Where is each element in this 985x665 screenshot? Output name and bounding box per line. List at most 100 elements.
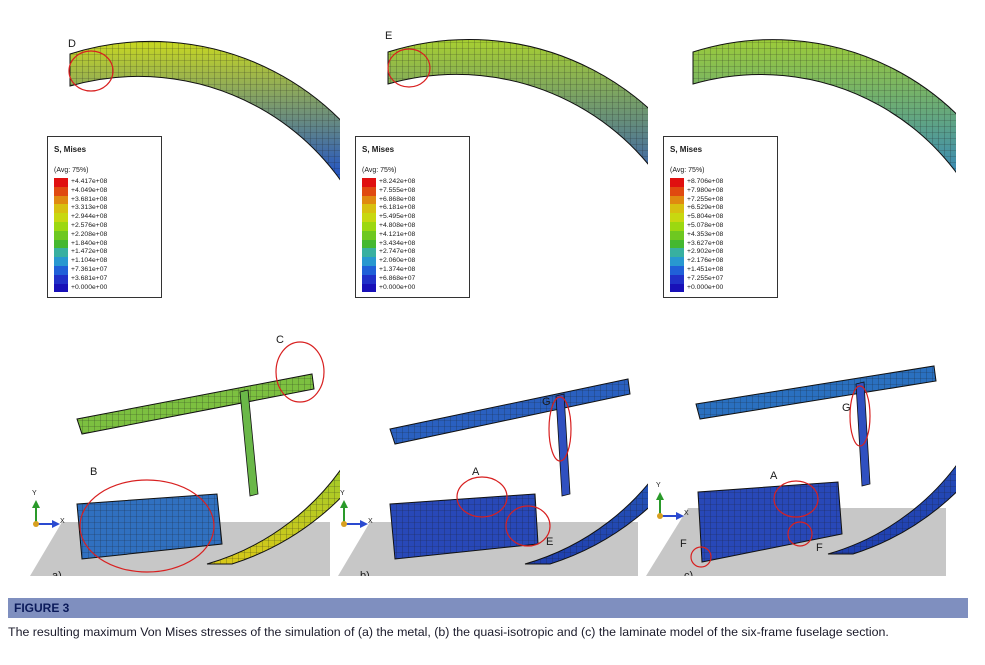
legend-value: +1.104e+08: [71, 257, 108, 265]
legend-value: +1.451e+08: [687, 265, 724, 273]
legend-value: +7.980e+08: [687, 186, 724, 194]
legend-title: S, Mises: [362, 145, 395, 154]
legend-value: +1.374e+08: [379, 265, 416, 273]
legend-swatch: [362, 265, 376, 275]
legend-value: +8.242e+08: [379, 178, 416, 185]
legend-value: +4.049e+08: [71, 186, 108, 194]
legend-swatch: [54, 265, 68, 275]
legend-value: +3.627e+08: [687, 239, 724, 247]
panel-b: E G A E Y X b) S, Mises (Avg: 75%) +8.24…: [330, 24, 648, 576]
legend-value: +7.255e+08: [687, 195, 724, 203]
legend-swatch: [362, 257, 376, 266]
legend-swatch: [670, 178, 684, 187]
legend-swatch: [670, 195, 684, 205]
legend-title: S, Mises: [54, 145, 87, 154]
legend-scale: +8.706e+08 +7.980e+08 +7.255e+08 +6.529e…: [670, 178, 724, 293]
marker-d: D: [68, 38, 76, 50]
sublabel-a: a): [52, 570, 62, 576]
legend-swatch: [54, 248, 68, 258]
marker-g: G: [542, 396, 551, 408]
legend-value: +3.434e+08: [379, 239, 416, 247]
legend-swatch: [670, 230, 684, 240]
legend-value: +2.747e+08: [379, 248, 416, 256]
legend-swatch: [670, 265, 684, 275]
fuselage-quasi-isotropic-model: [338, 38, 648, 576]
marker-e-bottom: E: [546, 536, 554, 548]
legend-swatch: [54, 195, 68, 205]
axis-y-label: Y: [656, 482, 661, 489]
legend-swatch: [362, 274, 376, 284]
legend-swatch: [54, 178, 68, 187]
legend-avg: (Avg: 75%): [54, 167, 89, 174]
legend-swatch: [54, 239, 68, 249]
legend-value: +4.808e+08: [379, 221, 416, 229]
axis-x-label: X: [684, 510, 689, 517]
figure-caption: The resulting maximum Von Mises stresses…: [8, 625, 889, 639]
legend-scale: +4.417e+08 +4.049e+08 +3.681e+08 +3.313e…: [54, 178, 108, 293]
legend-value: +4.353e+08: [687, 230, 724, 238]
figure-label-bar: FIGURE 3: [8, 598, 968, 618]
legend-swatch: [54, 213, 68, 222]
legend-value: +7.255e+07: [687, 274, 724, 282]
sublabel-b: b): [360, 570, 370, 576]
legend-swatch: [670, 186, 684, 196]
marker-a: A: [770, 470, 778, 482]
stress-legend-b: S, Mises (Avg: 75%) +8.242e+08 +7.555e+0…: [355, 136, 470, 298]
legend-value: +0.000e+00: [71, 283, 108, 291]
panel-c: G A F F Y X c) S, Mises (Avg: 75%) +8.70…: [638, 24, 956, 576]
legend-swatch: [670, 274, 684, 284]
legend-swatch: [54, 221, 68, 231]
legend-swatch: [362, 230, 376, 240]
legend-value: +1.472e+08: [71, 248, 108, 256]
marker-f-right: F: [816, 542, 823, 554]
fuselage-laminate-model: [646, 39, 956, 576]
legend-value: +7.555e+08: [379, 186, 416, 194]
legend-swatch: [670, 213, 684, 222]
legend-value: +3.681e+08: [71, 195, 108, 203]
axis-x-label: X: [60, 518, 65, 525]
legend-value: +4.417e+08: [71, 178, 108, 185]
axis-y-label: Y: [32, 490, 37, 497]
legend-value: +2.944e+08: [71, 213, 108, 221]
marker-b: B: [90, 466, 98, 478]
legend-title: S, Mises: [670, 145, 703, 154]
stress-legend-c: S, Mises (Avg: 75%) +8.706e+08 +7.980e+0…: [663, 136, 778, 298]
legend-value: +3.313e+08: [71, 204, 108, 212]
legend-value: +2.208e+08: [71, 230, 108, 238]
legend-avg: (Avg: 75%): [670, 167, 705, 174]
legend-swatch: [362, 221, 376, 231]
legend-value: +3.681e+07: [71, 274, 108, 282]
sublabel-c: c): [684, 570, 694, 576]
marker-e-top: E: [385, 30, 393, 42]
legend-swatch: [670, 221, 684, 231]
legend-value: +2.176e+08: [687, 257, 724, 265]
legend-swatch: [362, 283, 376, 293]
stress-legend-a: S, Mises (Avg: 75%) +4.417e+08 +4.049e+0…: [47, 136, 162, 298]
legend-swatch: [54, 204, 68, 214]
legend-value: +1.840e+08: [71, 239, 108, 247]
legend-value: +5.078e+08: [687, 221, 724, 229]
panel-a: D C B Y X a) S, Mises (Avg: 75%) +4.417e…: [22, 24, 340, 576]
marker-f-left: F: [680, 538, 687, 550]
legend-value: +2.060e+08: [379, 257, 416, 265]
legend-swatch: [54, 257, 68, 266]
legend-swatch: [362, 195, 376, 205]
legend-swatch: [362, 248, 376, 258]
legend-value: +4.121e+08: [379, 230, 416, 238]
legend-swatch: [670, 248, 684, 258]
legend-value: +8.706e+08: [687, 178, 724, 185]
legend-value: +5.495e+08: [379, 213, 416, 221]
legend-swatch: [362, 204, 376, 214]
figure-label: FIGURE 3: [14, 601, 70, 615]
legend-scale: +8.242e+08 +7.555e+08 +6.868e+08 +6.181e…: [362, 178, 416, 293]
legend-value: +0.000e+00: [687, 283, 724, 291]
legend-value: +2.576e+08: [71, 221, 108, 229]
legend-swatch: [362, 239, 376, 249]
fuselage-metal-model: [30, 40, 340, 576]
legend-value: +6.868e+07: [379, 274, 416, 282]
legend-swatch: [54, 230, 68, 240]
legend-value: +0.000e+00: [379, 283, 416, 291]
legend-value: +2.902e+08: [687, 248, 724, 256]
legend-swatch: [54, 274, 68, 284]
marker-a: A: [472, 466, 480, 478]
